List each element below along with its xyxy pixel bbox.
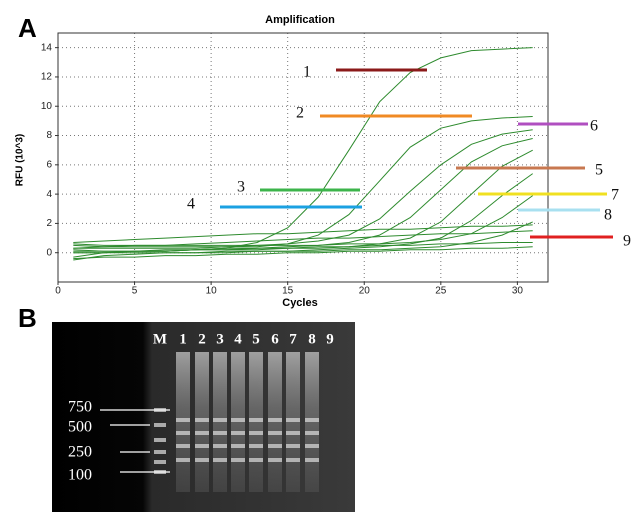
amplification-curve	[73, 230, 533, 249]
band	[195, 418, 209, 422]
amplification-curve	[73, 221, 533, 261]
lane-label: 8	[308, 331, 316, 347]
x-tick-label: 10	[206, 286, 218, 297]
band	[231, 431, 245, 435]
band	[231, 458, 245, 462]
band	[305, 458, 319, 462]
band	[268, 431, 282, 435]
band	[268, 418, 282, 422]
band	[176, 458, 190, 462]
y-tick-label: 14	[41, 42, 53, 53]
amplification-curve	[73, 138, 533, 258]
amplification-curve	[73, 224, 533, 243]
panel-label: A	[18, 13, 37, 43]
annotation-label: 4	[187, 196, 195, 213]
lane-label: M	[153, 331, 167, 347]
lane-label: 5	[252, 331, 260, 347]
chart-title: Amplification	[265, 14, 335, 26]
amplification-curve	[73, 129, 533, 248]
band	[305, 431, 319, 435]
y-tick-label: 12	[41, 72, 53, 83]
lane-label: 1	[179, 331, 187, 347]
lane-label: 4	[234, 331, 242, 347]
band	[268, 458, 282, 462]
band	[195, 431, 209, 435]
lane-label: 3	[216, 331, 224, 347]
amplification-curve	[73, 116, 533, 249]
y-tick-label: 2	[46, 218, 52, 229]
band	[249, 431, 263, 435]
x-axis-label: Cycles	[282, 297, 317, 309]
x-tick-label: 20	[359, 286, 371, 297]
y-tick-label: 4	[46, 189, 52, 200]
band	[213, 418, 227, 422]
lane-label: 9	[326, 331, 334, 347]
x-tick-label: 0	[55, 286, 61, 297]
lane-label: 6	[271, 331, 279, 347]
band	[286, 458, 300, 462]
band	[176, 418, 190, 422]
amplification-curve	[73, 195, 533, 246]
amplification-curve	[73, 173, 533, 254]
band	[231, 444, 245, 448]
band	[286, 431, 300, 435]
ladder-band	[154, 450, 166, 454]
band	[176, 431, 190, 435]
panel-label: B	[18, 303, 37, 333]
y-tick-label: 6	[46, 159, 52, 170]
annotation-label: 5	[595, 162, 603, 179]
band	[213, 431, 227, 435]
band	[286, 444, 300, 448]
x-tick-label: 30	[512, 286, 524, 297]
ladder-label: 100	[68, 467, 92, 484]
band	[268, 444, 282, 448]
ladder-band	[154, 460, 166, 464]
amplification-curve	[73, 242, 533, 254]
x-tick-label: 5	[132, 286, 138, 297]
annotation-label: 3	[237, 179, 245, 196]
y-tick-label: 8	[46, 130, 52, 141]
plot-frame	[57, 32, 549, 283]
amplification-curve	[73, 246, 533, 260]
ladder-label: 750	[68, 399, 92, 416]
band	[286, 418, 300, 422]
band	[231, 418, 245, 422]
y-axis-label: RFU (10^3)	[15, 134, 26, 187]
band	[195, 458, 209, 462]
y-tick-label: 0	[46, 247, 52, 258]
band	[249, 458, 263, 462]
band	[195, 444, 209, 448]
band	[305, 444, 319, 448]
band	[249, 418, 263, 422]
x-tick-label: 15	[282, 286, 294, 297]
annotation-label: 6	[590, 118, 598, 135]
annotation-label: 2	[296, 105, 304, 122]
ladder-label: 250	[68, 444, 92, 461]
lane-label: 2	[198, 331, 206, 347]
lane-label: 7	[289, 331, 297, 347]
amplification-curve	[73, 149, 533, 252]
band	[305, 418, 319, 422]
x-tick-label: 25	[435, 286, 447, 297]
annotation-label: 8	[604, 207, 612, 224]
band	[249, 444, 263, 448]
band	[213, 458, 227, 462]
ladder-band	[154, 423, 166, 427]
ladder-band	[154, 438, 166, 442]
band	[213, 444, 227, 448]
ladder-label: 500	[68, 419, 92, 436]
annotation-label: 9	[623, 233, 631, 250]
y-tick-label: 10	[41, 101, 53, 112]
gel-lanes: M 1 2 3 4 5 6 7 8 9 750 500 250 100	[68, 331, 334, 492]
band	[176, 444, 190, 448]
annotation-label: 7	[611, 187, 619, 204]
annotation-label: 1	[303, 64, 311, 81]
